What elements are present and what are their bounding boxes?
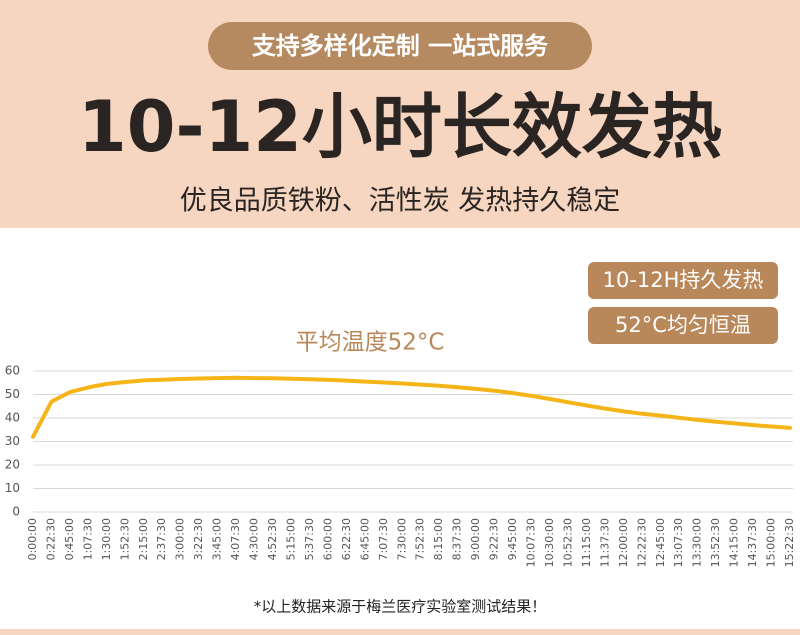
x-tick-label: 4:30:00	[248, 518, 261, 560]
x-tick-label: 10:07:30	[525, 518, 538, 567]
x-tick-label: 6:22:30	[340, 518, 353, 560]
chart-title: 平均温度52°C	[296, 330, 445, 356]
tagline-pill	[208, 22, 592, 70]
tagline: 支持多样化定制 一站式服务	[252, 32, 549, 60]
x-tick-label: 0:00:00	[26, 518, 39, 560]
x-tick-label: 10:30:00	[543, 518, 556, 567]
x-tick-label: 7:07:30	[377, 518, 390, 560]
x-tick-label: 8:37:30	[451, 518, 464, 560]
y-tick-label: 10	[5, 481, 20, 495]
x-tick-label: 4:07:30	[229, 518, 242, 560]
x-tick-label: 1:07:30	[81, 518, 94, 560]
x-tick-label: 15:00:00	[765, 518, 778, 567]
x-tick-label: 11:37:30	[598, 518, 611, 567]
x-tick-label: 10:52:30	[561, 518, 574, 567]
x-tick-label: 11:15:00	[580, 518, 593, 567]
x-tick-label: 13:07:30	[672, 518, 685, 567]
x-tick-label: 6:00:00	[321, 518, 334, 560]
subtitle: 优良品质铁粉、活性炭 发热持久稳定	[180, 186, 621, 217]
y-tick-label: 30	[5, 434, 20, 448]
x-tick-label: 3:22:30	[192, 518, 205, 560]
y-tick-label: 40	[5, 411, 20, 425]
x-tick-label: 12:22:30	[635, 518, 648, 567]
badge-text: 52°C均匀恒温	[615, 313, 751, 337]
x-tick-label: 4:52:30	[266, 518, 279, 560]
x-tick-label: 2:37:30	[155, 518, 168, 560]
badge	[588, 262, 778, 299]
x-tick-label: 2:15:00	[137, 518, 150, 560]
x-tick-label: 3:45:00	[211, 518, 224, 560]
x-tick-label: 9:00:00	[469, 518, 482, 560]
x-tick-label: 8:15:00	[432, 518, 445, 560]
x-tick-label: 12:00:00	[617, 518, 630, 567]
y-tick-label: 60	[5, 364, 20, 378]
x-tick-label: 3:00:00	[174, 518, 187, 560]
x-tick-label: 13:52:30	[709, 518, 722, 567]
footnote: *以上数据来源于梅兰医疗实验室测试结果！	[254, 598, 547, 616]
x-tick-label: 6:45:00	[358, 518, 371, 560]
x-tick-label: 5:37:30	[303, 518, 316, 560]
y-tick-label: 50	[5, 387, 20, 401]
x-tick-label: 9:45:00	[506, 518, 519, 560]
badge-text: 10-12H持久发热	[603, 268, 764, 292]
x-tick-label: 0:22:30	[44, 518, 57, 560]
y-tick-label: 20	[5, 458, 20, 472]
y-tick-label: 0	[12, 505, 20, 519]
temperature-line	[31, 375, 792, 439]
x-tick-label: 5:15:00	[284, 518, 297, 560]
x-tick-label: 7:30:00	[395, 518, 408, 560]
badge	[588, 307, 778, 344]
x-tick-label: 1:30:00	[100, 518, 113, 560]
x-tick-label: 15:22:30	[783, 518, 796, 567]
bottom-band	[0, 629, 800, 635]
x-tick-label: 9:22:30	[488, 518, 501, 560]
x-tick-label: 14:37:30	[746, 518, 759, 567]
x-tick-label: 14:15:00	[728, 518, 741, 567]
headline: 10-12小时长效发热	[78, 86, 722, 168]
x-tick-label: 1:52:30	[118, 518, 131, 560]
x-tick-label: 12:45:00	[654, 518, 667, 567]
x-tick-label: 0:45:00	[63, 518, 76, 560]
x-tick-label: 7:52:30	[414, 518, 427, 560]
x-tick-label: 13:30:00	[691, 518, 704, 567]
